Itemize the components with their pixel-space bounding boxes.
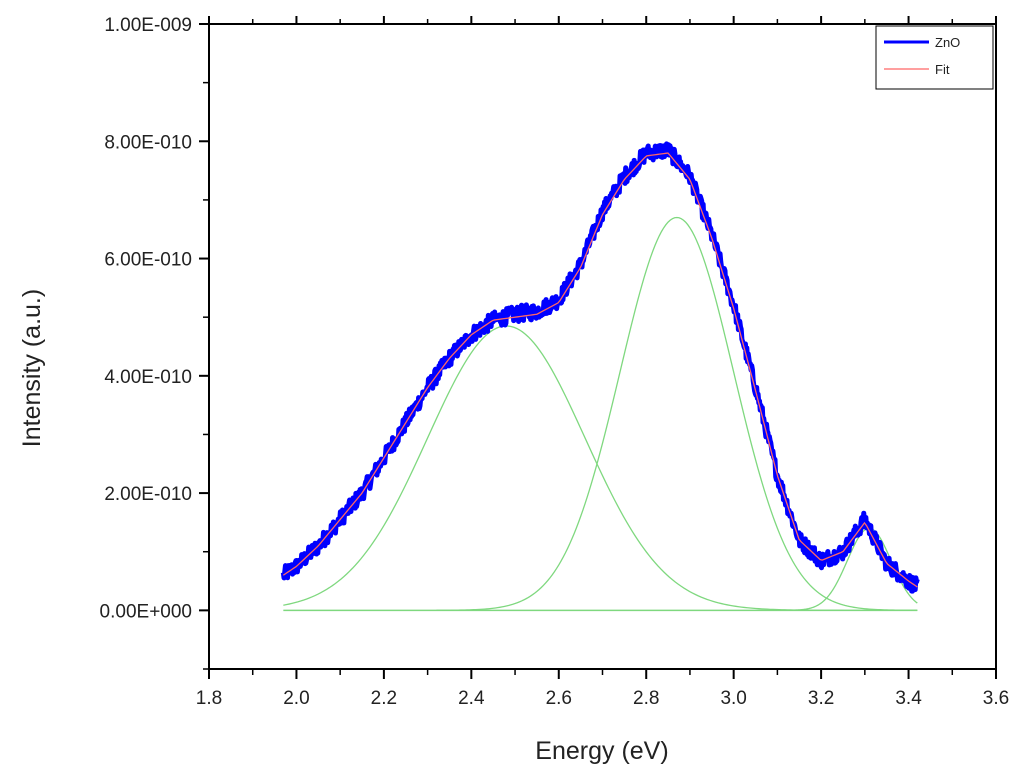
x-tick-label: 1.8	[196, 688, 222, 709]
x-tick-label: 2.6	[546, 688, 572, 709]
fit-component-2	[436, 216, 918, 611]
y-tick-label: 2.00E-010	[104, 484, 192, 505]
legend: ZnO Fit	[875, 25, 994, 90]
plot-frame	[208, 23, 997, 670]
legend-box	[875, 25, 994, 90]
y-tick-label: 6.00E-010	[104, 250, 192, 271]
series-line-zno	[280, 141, 920, 594]
fit-component-1	[283, 325, 918, 612]
x-tick-label: 2.2	[371, 688, 397, 709]
x-axis-title: Energy (eV)	[535, 737, 668, 765]
y-axis-title: Intensity (a.u.)	[18, 289, 46, 447]
x-axis: 1.8 2.0 2.2 2.4 2.6 2.8 3.0 3.2 3.4 3.6	[196, 16, 1009, 709]
series-line-fit	[282, 152, 918, 588]
x-tick-label: 2.0	[283, 688, 309, 709]
y-tick-label: 0.00E+000	[100, 601, 192, 622]
x-tick-label: 3.4	[895, 688, 922, 709]
x-tick-label: 3.6	[983, 688, 1009, 709]
y-tick-label: 8.00E-010	[104, 132, 192, 153]
legend-label-zno: ZnO	[935, 35, 960, 50]
legend-label-fit: Fit	[935, 62, 950, 77]
x-tick-label: 2.4	[458, 688, 485, 709]
y-tick-label: 4.00E-010	[104, 367, 192, 388]
x-tick-label: 3.2	[808, 688, 834, 709]
plot-area	[280, 141, 920, 612]
x-tick-label: 2.8	[633, 688, 659, 709]
x-tick-label: 3.0	[720, 688, 746, 709]
y-axis: 0.00E+000 2.00E-010 4.00E-010 6.00E-010 8.00…	[100, 15, 209, 670]
y-tick-label: 1.00E-009	[104, 15, 192, 36]
